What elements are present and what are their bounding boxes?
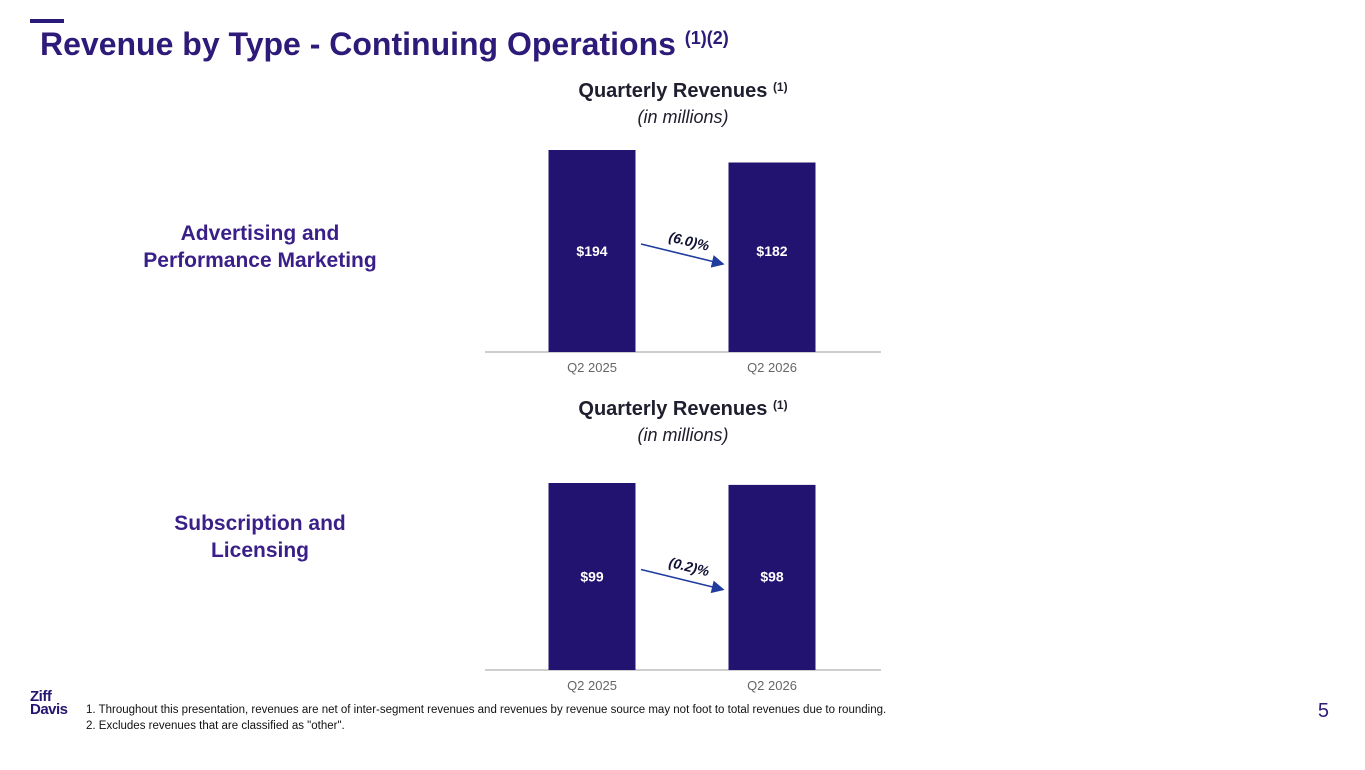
chart-advertising: $194 Q2 2025 $182 Q2 2026 (6.0)% xyxy=(485,150,881,375)
segment-label-subscription: Subscription and Licensing xyxy=(174,512,346,562)
bar-q2-2026 xyxy=(728,162,816,352)
footnote-2: 2. Excludes revenues that are classified… xyxy=(86,720,345,732)
title-footnote-ref: (1)(2) xyxy=(684,28,729,48)
bar-q2-2025 xyxy=(548,150,636,352)
x-tick-label: Q2 2026 xyxy=(747,678,797,693)
segment-label-advertising: Advertising and Performance Marketing xyxy=(143,222,377,272)
change-arrow xyxy=(640,568,725,594)
data-label: $99 xyxy=(580,569,604,585)
ziff-davis-logo: Ziff Davis xyxy=(30,688,68,718)
x-tick-label: Q2 2025 xyxy=(567,360,617,375)
chart-2-subtitle: (in millions) xyxy=(637,425,729,445)
change-arrow xyxy=(640,243,725,268)
page-title: Revenue by Type - Continuing Operations … xyxy=(40,26,729,62)
page-number: 5 xyxy=(1317,700,1329,722)
bar-q2-2025 xyxy=(548,483,636,670)
chart-2-title: Quarterly Revenues (1) xyxy=(578,398,788,420)
data-label: $98 xyxy=(760,569,784,585)
chart-1-title: Quarterly Revenues (1) xyxy=(578,80,788,102)
bar-q2-2026 xyxy=(728,484,816,670)
data-label: $182 xyxy=(756,243,787,259)
data-label: $194 xyxy=(576,243,607,259)
x-tick-label: Q2 2025 xyxy=(567,678,617,693)
change-label: (6.0)% xyxy=(667,228,711,253)
x-tick-label: Q2 2026 xyxy=(747,360,797,375)
title-accent-bar xyxy=(30,19,64,23)
footnote-1: 1. Throughout this presentation, revenue… xyxy=(86,704,887,716)
chart-1-subtitle: (in millions) xyxy=(637,107,729,127)
footnotes: 1. Throughout this presentation, revenue… xyxy=(86,702,886,734)
chart-subscription: $99 Q2 2025 $98 Q2 2026 (0.2)% xyxy=(485,483,881,693)
change-label: (0.2)% xyxy=(667,554,711,579)
